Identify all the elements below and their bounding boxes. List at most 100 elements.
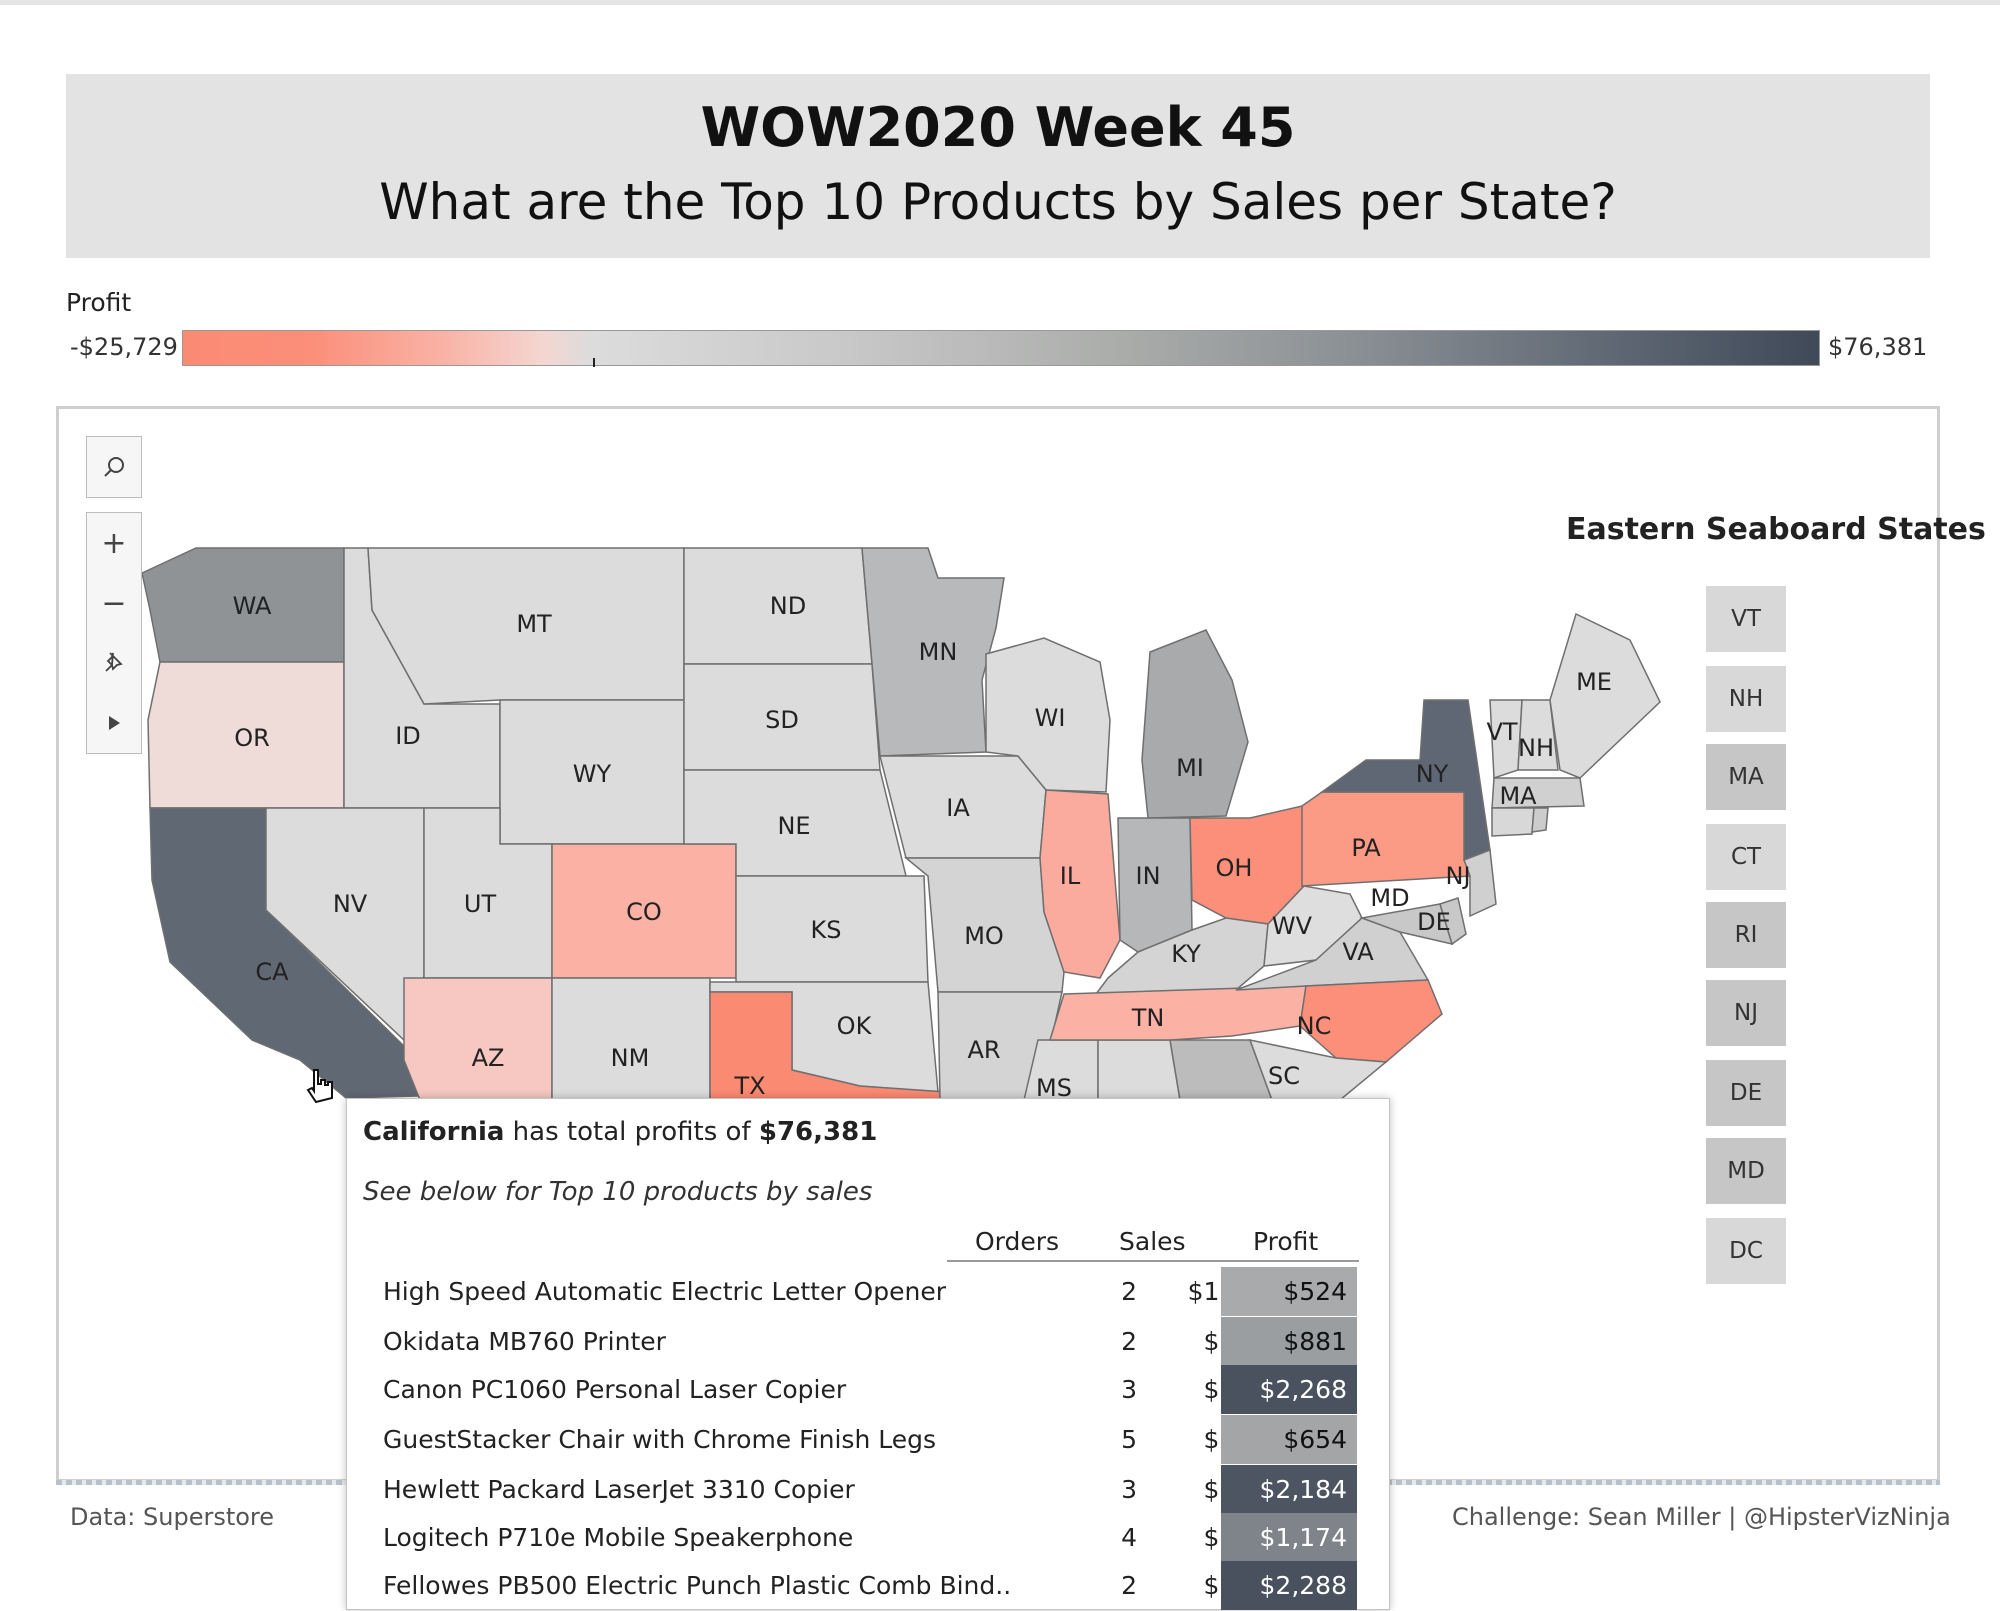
state-nh [1517,699,1559,771]
search-icon[interactable] [87,437,141,497]
east-state-nh[interactable]: NH [1706,666,1786,732]
label-wv: WV [1272,912,1313,940]
label-il: IL [1060,862,1081,890]
label-ny: NY [1416,760,1449,788]
label-nh: NH [1518,734,1554,762]
east-state-ri[interactable]: RI [1706,902,1786,968]
label-de: DE [1417,908,1451,936]
state-az [403,977,553,1101]
table-row: Logitech P710e Mobile Speakerphone4$6,18… [347,1513,1387,1563]
label-ok: OK [837,1012,873,1040]
tooltip-total-profit: $76,381 [758,1117,878,1147]
east-state-nj[interactable]: NJ [1706,980,1786,1046]
label-ar: AR [967,1036,1000,1064]
state-il [1039,789,1121,979]
label-in: IN [1135,862,1160,890]
label-mi: MI [1176,754,1204,782]
label-ky: KY [1171,940,1201,968]
state-ny [1319,699,1491,862]
title-banner: WOW2020 Week 45 What are the Top 10 Prod… [66,74,1930,258]
product-name: Fellowes PB500 Electric Punch Plastic Co… [383,1571,1012,1600]
profit-value: $881 [1221,1317,1357,1366]
state-ct [1491,807,1535,837]
east-state-vt[interactable]: VT [1706,586,1786,652]
state-mi [1141,629,1249,819]
zoom-in-icon[interactable]: + [101,525,127,561]
label-wa: WA [233,592,272,620]
label-id: ID [395,722,421,750]
label-ne: NE [777,812,810,840]
label-wy: WY [573,760,612,788]
profit-value: $2,268 [1221,1365,1357,1414]
label-or: OR [234,724,270,752]
tooltip-summary-text: has total profits of [504,1117,759,1147]
profit-value: $524 [1221,1267,1357,1316]
state-de [1439,897,1467,946]
product-name: Okidata MB760 Printer [383,1327,666,1356]
label-tn: TN [1131,1004,1165,1032]
label-wi: WI [1035,704,1066,732]
profit-value: $2,184 [1221,1465,1357,1514]
challenge-credit: Challenge: Sean Miller | @HipsterVizNinj… [1452,1503,1951,1531]
label-md: MD [1370,884,1409,912]
east-state-ma[interactable]: MA [1706,744,1786,810]
state-mn [861,547,1005,757]
product-name: High Speed Automatic Electric Letter Ope… [383,1277,946,1306]
play-icon[interactable] [87,693,141,753]
table-row: Fellowes PB500 Electric Punch Plastic Co… [347,1561,1387,1611]
label-ca: CA [255,958,289,986]
label-sd: SD [765,706,799,734]
label-mn: MN [919,638,958,666]
east-state-md[interactable]: MD [1706,1138,1786,1204]
orders-value: 2 [1121,1277,1137,1306]
orders-value: 4 [1121,1523,1137,1552]
map-search-tool[interactable] [86,436,142,498]
legend-max-label: $76,381 [1828,333,1928,361]
label-va: VA [1342,938,1374,966]
orders-value: 5 [1121,1425,1137,1454]
dashboard-title: WOW2020 Week 45 [700,96,1296,159]
label-ut: UT [464,890,497,918]
label-nv: NV [333,890,368,918]
product-name: Canon PC1060 Personal Laser Copier [383,1375,847,1404]
pin-icon[interactable] [87,633,141,693]
profit-color-legend[interactable] [182,330,1820,366]
state-nj [1463,848,1497,918]
state-sc [1248,1038,1388,1101]
label-ks: KS [811,916,842,944]
table-row: Hewlett Packard LaserJet 3310 Copier3$6,… [347,1465,1387,1515]
zoom-out-icon[interactable]: − [101,585,127,621]
eastern-seaboard-title: Eastern Seaboard States [1566,512,1986,547]
state-ri [1531,807,1549,833]
map-zoom-controls[interactable]: + − [86,512,142,754]
label-nm: NM [611,1044,650,1072]
east-state-ct[interactable]: CT [1706,824,1786,890]
label-vt: VT [1486,718,1517,746]
legend-title: Profit [66,288,132,317]
state-nm [551,977,711,1101]
state-tn [1048,985,1307,1041]
data-source: Data: Superstore [70,1503,275,1531]
table-row: High Speed Automatic Electric Letter Ope… [347,1267,1387,1317]
label-sc: SC [1268,1062,1300,1090]
col-header-profit: Profit [1253,1227,1319,1256]
label-ia: IA [946,794,970,822]
label-mo: MO [964,922,1004,950]
label-nc: NC [1297,1012,1332,1040]
product-name: Hewlett Packard LaserJet 3310 Copier [383,1475,855,1504]
hand-cursor-icon [306,1069,333,1104]
table-row: GuestStacker Chair with Chrome Finish Le… [347,1415,1387,1465]
label-ma: MA [1499,782,1537,810]
orders-value: 2 [1121,1327,1137,1356]
east-state-de[interactable]: DE [1706,1060,1786,1126]
state-ma [1491,777,1585,809]
orders-value: 3 [1121,1375,1137,1404]
label-nj: NJ [1445,862,1470,890]
east-state-dc[interactable]: DC [1706,1218,1786,1284]
label-az: AZ [472,1044,505,1072]
legend-zero-tick [593,358,595,367]
header-divider [947,1260,1359,1262]
product-name: GuestStacker Chair with Chrome Finish Le… [383,1425,937,1454]
